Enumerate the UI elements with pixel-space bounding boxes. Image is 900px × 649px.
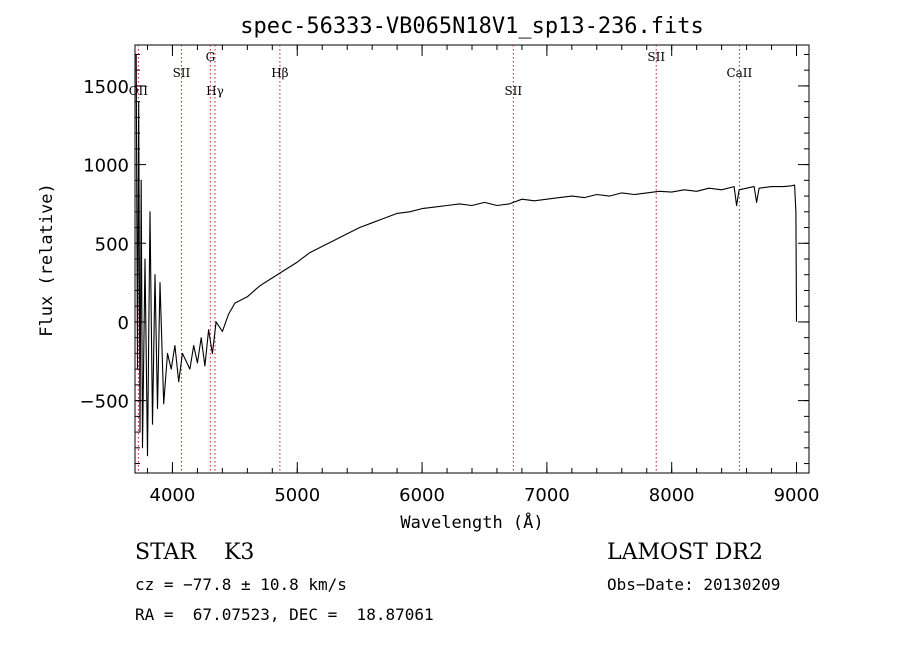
y-tick-label: −500 [80,392,129,413]
x-tick-label: 9000 [774,485,820,506]
x-tick-label: 6000 [399,485,445,506]
plot-frame [134,44,810,474]
y-tick-label: 1500 [83,77,129,98]
axes: 4000 5000 6000 7000 8000 9000 −500 0 500 1000 1500 [80,44,820,506]
x-tick-label: 5000 [274,485,320,506]
x-axis-label: Wavelength (Å) [400,511,543,533]
object-class: STAR K3 [135,540,255,565]
spectral-line-label: OII [129,84,149,98]
spectrum-series [135,54,798,457]
survey-name: LAMOST DR2 [607,540,763,565]
y-tick-label: 0 [118,313,129,334]
spectral-line-label: SII [647,50,665,64]
spectral-line-markers: OII SII G Hγ Hβ SII SII CaII [129,45,753,473]
redshift-velocity: cz = −77.8 ± 10.8 km/s [135,575,347,594]
spectral-line-label: SII [504,84,522,98]
chart-title: spec-56333-VB065N18V1_sp13-236.fits [240,14,704,39]
y-axis-label: Flux (relative) [37,183,57,337]
y-tick-label: 1000 [83,156,129,177]
x-tick-label: 7000 [524,485,570,506]
spectral-line-label: SII [173,66,191,80]
x-tick-label: 8000 [649,485,695,506]
spectrum-line [135,54,798,457]
spectral-line-label: G [206,50,216,64]
spectral-line-label: Hβ [271,66,288,80]
y-tick-label: 500 [95,234,129,255]
ra-dec-coordinates: RA = 67.07523, DEC = 18.87061 [135,605,434,624]
x-tick-label: 4000 [150,485,196,506]
spectral-line-label: CaII [726,66,752,80]
spectral-line-label: Hγ [206,84,224,98]
observation-date: Obs−Date: 20130209 [607,575,781,594]
